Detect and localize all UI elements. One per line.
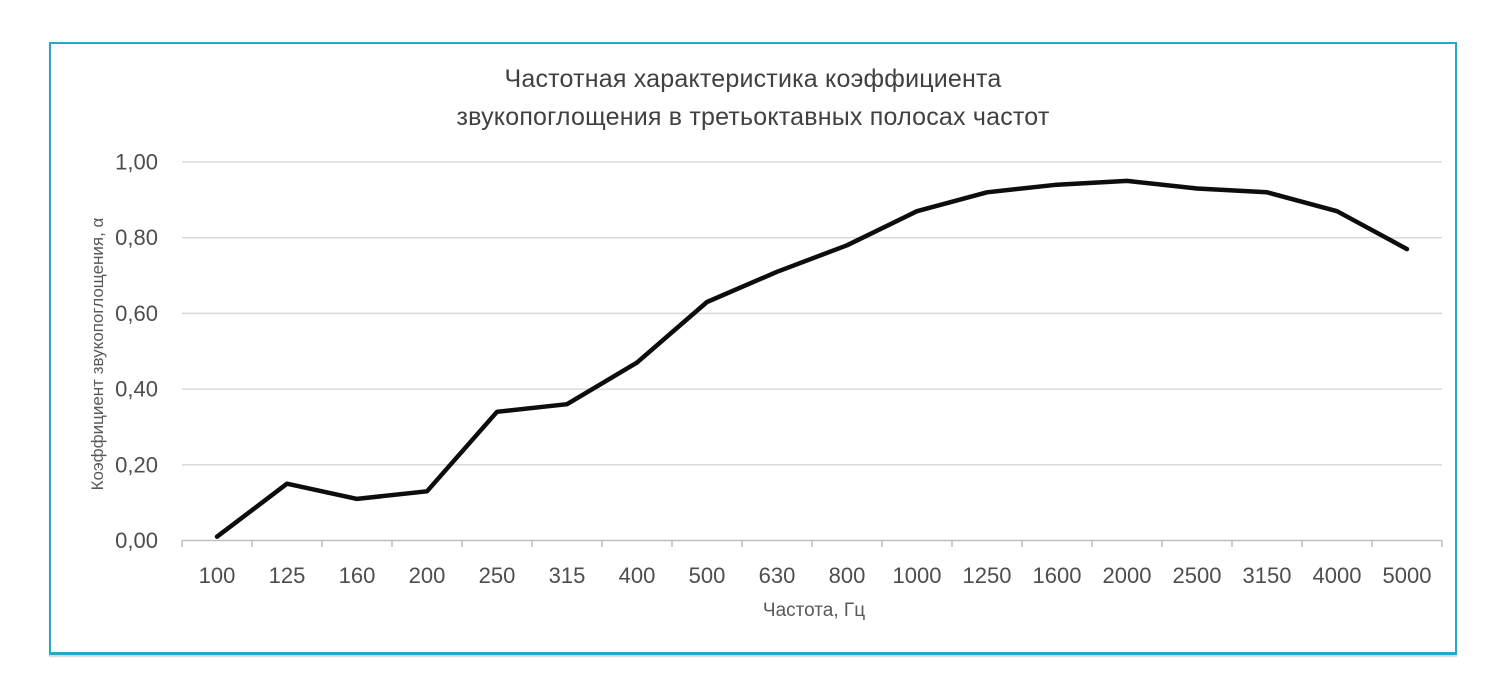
x-tick-label: 250 — [479, 563, 516, 588]
x-tick-label: 125 — [269, 563, 306, 588]
y-tick-label: 0,60 — [115, 301, 158, 326]
x-tick-label: 630 — [759, 563, 796, 588]
y-tick-label: 1,00 — [115, 150, 158, 175]
chart-title-line-2: звукопоглощения в третьоктавных полосах … — [456, 103, 1050, 131]
chart-title-line-1: Частотная характеристика коэффициента — [504, 65, 1002, 93]
gridlines — [182, 161, 1442, 466]
x-tick-label: 2500 — [1173, 563, 1222, 588]
y-tick-label: 0,80 — [115, 225, 158, 250]
chart-frame: Частотная характеристика коэффициента зв… — [49, 42, 1457, 655]
y-tick-label: 0,00 — [115, 528, 158, 553]
x-tick-label: 200 — [409, 563, 446, 588]
series-line — [214, 178, 1410, 539]
x-tick-label: 1600 — [1033, 563, 1082, 588]
x-tick-label: 800 — [829, 563, 866, 588]
x-tick-label: 400 — [619, 563, 656, 588]
x-tick-label: 500 — [689, 563, 726, 588]
x-tick-label: 5000 — [1383, 563, 1432, 588]
x-tick-labels: 100 125 160 200 250 315 400 500 630 800 1000 1250 16… — [199, 563, 1432, 588]
x-tick-label: 3150 — [1243, 563, 1292, 588]
y-tick-label: 0,20 — [115, 452, 158, 477]
x-tick-label: 100 — [199, 563, 236, 588]
x-tick-label: 1250 — [963, 563, 1012, 588]
x-tick-label: 4000 — [1313, 563, 1362, 588]
tick-marks — [181, 540, 1443, 547]
chart-title: Частотная характеристика коэффициента зв… — [51, 60, 1455, 136]
x-axis-title: Частота, Гц — [762, 600, 866, 621]
series — [214, 178, 1410, 539]
x-tick-label: 160 — [339, 563, 376, 588]
x-tick-label: 2000 — [1103, 563, 1152, 588]
y-tick-label: 0,40 — [115, 377, 158, 402]
x-tick-label: 315 — [549, 563, 586, 588]
x-tick-label: 1000 — [893, 563, 942, 588]
y-tick-labels: 0,00 0,20 0,40 0,60 0,80 1,00 — [115, 150, 158, 554]
